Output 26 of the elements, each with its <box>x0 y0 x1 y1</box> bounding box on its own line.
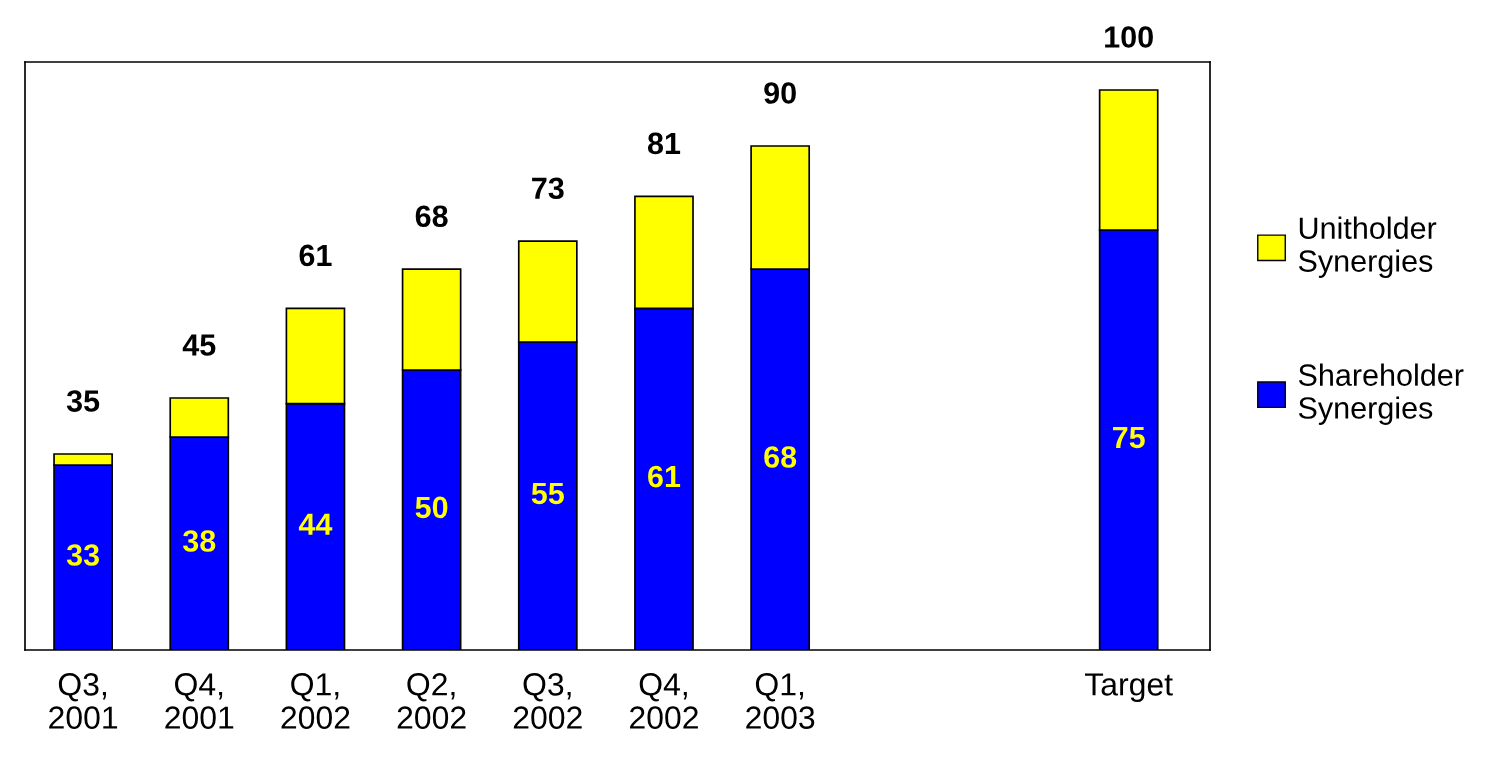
data-label: 68 <box>764 446 797 468</box>
data-label: 55 <box>531 482 564 505</box>
total-label: 73 <box>532 177 564 200</box>
legend-label: Unitholder Synergies <box>1298 216 1437 278</box>
legend-label: Shareholder Synergies <box>1298 363 1464 425</box>
total-label: 61 <box>299 244 332 267</box>
data-label: 38 <box>182 530 216 552</box>
x-tick-label: Q2, 2002 <box>397 673 466 729</box>
data-label: 44 <box>298 513 333 535</box>
x-tick-label: Q3, 2002 <box>513 673 582 729</box>
x-tick-label: Q3, 2001 <box>49 673 118 729</box>
x-tick-label: Q1, 2002 <box>281 673 350 729</box>
total-label: 81 <box>647 132 681 155</box>
total-label: 68 <box>415 205 448 228</box>
data-label: 75 <box>1113 426 1145 449</box>
data-label: 61 <box>648 465 681 488</box>
data-label: 50 <box>415 496 448 519</box>
total-label: 45 <box>182 334 216 356</box>
x-tick-label: Q4, 2001 <box>165 673 234 729</box>
total-label: 90 <box>764 82 796 104</box>
x-tick-label: Target <box>1085 673 1173 702</box>
data-label: 33 <box>66 544 99 566</box>
x-tick-label: Q4, 2002 <box>630 673 698 729</box>
x-tick-label: Q1, 2003 <box>746 673 815 729</box>
total-label: 35 <box>66 390 100 412</box>
total-label: 100 <box>1105 26 1153 48</box>
